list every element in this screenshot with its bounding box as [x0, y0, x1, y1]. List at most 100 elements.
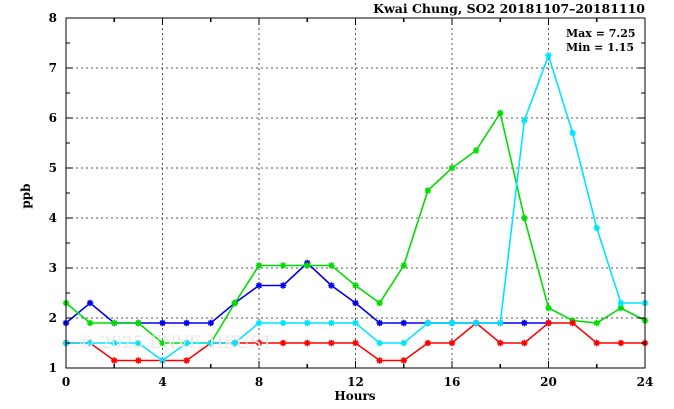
data-point-marker [255, 262, 263, 269]
data-point-marker [521, 117, 528, 124]
data-point-marker [159, 339, 166, 347]
y-axis-tick-label: 6 [49, 111, 57, 125]
data-point-marker [86, 299, 94, 307]
data-point-marker [86, 319, 94, 327]
data-point-marker [279, 282, 287, 289]
x-axis-tick-label: 12 [347, 375, 364, 389]
data-point-marker [111, 319, 118, 327]
data-point-marker [352, 282, 359, 289]
y-axis-title: ppb [19, 183, 33, 208]
x-axis-tick-label: 24 [637, 375, 654, 389]
axes-group [65, 17, 646, 369]
min-annotation: Min = 1.15 [566, 41, 634, 54]
data-point-marker [135, 319, 142, 327]
data-point-marker [400, 357, 407, 364]
data-series-group [62, 52, 649, 364]
gridlines-group [66, 18, 645, 368]
data-point-marker [255, 339, 263, 347]
data-point-marker [328, 262, 335, 269]
x-axis-tick-label: 20 [540, 375, 557, 389]
data-point-marker [352, 319, 359, 327]
data-point-marker [545, 304, 552, 312]
data-point-marker [448, 164, 456, 172]
data-point-marker [472, 147, 480, 154]
data-point-marker [424, 187, 432, 194]
data-point-marker [304, 262, 311, 269]
data-point-marker [111, 339, 118, 347]
data-point-marker [135, 357, 142, 364]
data-point-marker [593, 319, 600, 327]
y-axis-tick-label: 4 [49, 211, 57, 225]
data-point-marker [304, 319, 311, 327]
y-axis-tick-label: 3 [49, 261, 57, 275]
series-line [65, 261, 549, 324]
data-point-marker [617, 339, 625, 347]
data-point-marker [183, 319, 190, 327]
x-axis-tick-label: 16 [444, 375, 461, 389]
data-point-marker [497, 319, 504, 327]
data-point-marker [328, 319, 335, 327]
y-axis-tick-label: 8 [49, 11, 57, 25]
data-point-marker [352, 339, 359, 347]
y-axis-tick-label: 1 [49, 361, 57, 375]
data-point-marker [135, 339, 142, 347]
data-point-marker [352, 299, 359, 307]
data-point-marker [497, 339, 504, 347]
x-axis-tick-label: 8 [255, 375, 263, 389]
data-point-marker [159, 357, 166, 364]
data-point-marker [207, 339, 214, 347]
data-point-marker [472, 319, 480, 327]
x-axis-tick-label: 0 [62, 375, 70, 389]
x-axis-title: Hours [334, 389, 375, 403]
data-point-marker [569, 319, 576, 327]
data-point-marker [255, 282, 263, 289]
data-point-marker [279, 339, 287, 347]
data-point-marker [279, 262, 287, 269]
max-annotation: Max = 7.25 [566, 27, 636, 40]
data-point-marker [207, 319, 214, 327]
y-axis-tick-label: 7 [49, 61, 57, 75]
data-point-marker [424, 319, 432, 327]
data-point-marker [424, 339, 432, 347]
data-point-marker [448, 319, 456, 327]
data-point-marker [183, 357, 190, 364]
data-point-marker [328, 282, 335, 289]
y-axis-tick-label: 5 [49, 161, 57, 175]
data-point-marker [448, 339, 456, 347]
data-point-marker [521, 339, 528, 347]
data-point-marker [545, 52, 552, 59]
data-point-marker [183, 339, 190, 347]
data-point-marker [111, 357, 118, 364]
data-point-marker [159, 319, 166, 327]
data-point-marker [376, 339, 383, 347]
chart-title: Kwai Chung, SO2 20181107–20181110 [373, 1, 645, 16]
data-point-marker [376, 299, 383, 307]
data-point-marker [617, 304, 625, 312]
data-point-marker [617, 299, 625, 307]
data-point-marker [593, 339, 600, 347]
data-point-marker [328, 339, 335, 347]
data-point-marker [569, 129, 576, 137]
data-point-marker [231, 299, 239, 307]
data-point-marker [304, 339, 311, 347]
y-axis-tick-label: 2 [49, 311, 57, 325]
data-point-marker [497, 109, 504, 117]
data-point-marker [400, 339, 407, 347]
data-point-marker [400, 319, 407, 327]
data-point-marker [376, 357, 383, 364]
data-point-marker [400, 262, 407, 269]
data-point-marker [545, 319, 552, 327]
series-day4 [62, 52, 649, 364]
data-point-marker [593, 224, 600, 232]
x-axis-tick-label: 4 [158, 375, 166, 389]
data-point-marker [521, 319, 528, 327]
data-point-marker [255, 319, 263, 327]
data-point-marker [86, 339, 94, 347]
series-day2 [62, 109, 649, 347]
data-point-marker [279, 319, 287, 327]
data-point-marker [376, 319, 383, 327]
series-day1 [62, 259, 552, 327]
